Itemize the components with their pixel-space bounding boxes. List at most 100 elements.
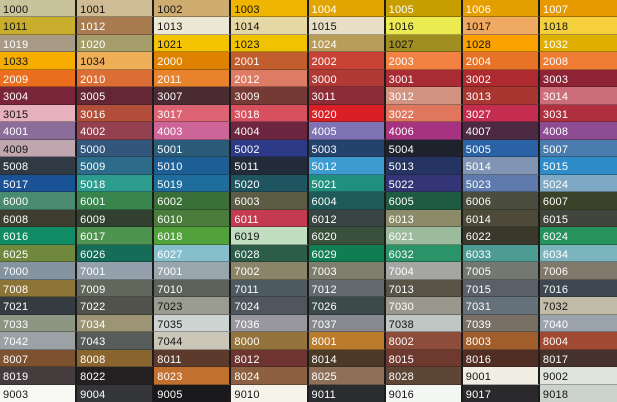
color-swatch-6017[interactable]: 6017 xyxy=(77,227,155,245)
color-swatch-8001[interactable]: 8001 xyxy=(308,332,386,350)
color-swatch-3005[interactable]: 3005 xyxy=(77,87,155,105)
color-swatch-7033[interactable]: 7033 xyxy=(0,314,78,333)
color-swatch-2002[interactable]: 2002 xyxy=(308,52,386,70)
color-swatch-8014[interactable]: 8014 xyxy=(308,349,386,368)
color-swatch-7043[interactable]: 7043 xyxy=(77,332,155,350)
color-swatch-1024[interactable]: 1024 xyxy=(308,34,386,53)
color-swatch-3004[interactable]: 3004 xyxy=(0,87,78,105)
color-swatch-5019[interactable]: 5019 xyxy=(154,174,232,193)
color-swatch-6005[interactable]: 6005 xyxy=(385,192,463,210)
color-swatch-3031[interactable]: 3031 xyxy=(539,104,617,123)
color-swatch-4004[interactable]: 4004 xyxy=(231,122,309,140)
color-swatch-1014[interactable]: 1014 xyxy=(231,17,309,35)
color-swatch-8025[interactable]: 8025 xyxy=(308,367,386,385)
color-swatch-1018[interactable]: 1018 xyxy=(539,17,617,35)
color-swatch-6008[interactable]: 6008 xyxy=(0,209,78,228)
color-swatch-6015[interactable]: 6015 xyxy=(539,209,617,228)
color-swatch-1016[interactable]: 1016 xyxy=(385,17,463,35)
color-swatch-5007[interactable]: 5007 xyxy=(539,139,617,158)
color-swatch-1034[interactable]: 1034 xyxy=(77,52,155,70)
color-swatch-6020[interactable]: 6020 xyxy=(308,227,386,245)
color-swatch-2008[interactable]: 2008 xyxy=(539,52,617,70)
color-swatch-8004[interactable]: 8004 xyxy=(539,332,617,350)
color-swatch-6002[interactable]: 6002 xyxy=(154,192,232,210)
color-swatch-8003[interactable]: 8003 xyxy=(462,332,540,350)
color-swatch-2010[interactable]: 2010 xyxy=(77,69,155,88)
color-swatch-1000[interactable]: 1000 xyxy=(0,0,78,18)
color-swatch-8023[interactable]: 8023 xyxy=(154,367,232,385)
color-swatch-3011[interactable]: 3011 xyxy=(308,87,386,105)
color-swatch-9003[interactable]: 9003 xyxy=(0,384,78,402)
color-swatch-7022[interactable]: 7022 xyxy=(77,297,155,315)
color-swatch-7040[interactable]: 7040 xyxy=(539,314,617,333)
color-swatch-1033[interactable]: 1033 xyxy=(0,52,78,70)
color-swatch-9017[interactable]: 9017 xyxy=(462,384,540,402)
color-swatch-2003[interactable]: 2003 xyxy=(385,52,463,70)
color-swatch-7044[interactable]: 7044 xyxy=(154,332,232,350)
color-swatch-6024[interactable]: 6024 xyxy=(539,227,617,245)
color-swatch-1015[interactable]: 1015 xyxy=(308,17,386,35)
color-swatch-1013[interactable]: 1013 xyxy=(154,17,232,35)
color-swatch-5018[interactable]: 5018 xyxy=(77,174,155,193)
color-swatch-6001[interactable]: 6001 xyxy=(77,192,155,210)
color-swatch-1007[interactable]: 1007 xyxy=(539,0,617,18)
color-swatch-7038[interactable]: 7038 xyxy=(385,314,463,333)
color-swatch-7034[interactable]: 7034 xyxy=(77,314,155,333)
color-swatch-4009[interactable]: 4009 xyxy=(0,139,78,158)
color-swatch-4006[interactable]: 4006 xyxy=(385,122,463,140)
color-swatch-6011[interactable]: 6011 xyxy=(231,209,309,228)
color-swatch-7026[interactable]: 7026 xyxy=(308,297,386,315)
color-swatch-1019[interactable]: 1019 xyxy=(0,34,78,53)
color-swatch-7039[interactable]: 7039 xyxy=(462,314,540,333)
color-swatch-6013[interactable]: 6013 xyxy=(385,209,463,228)
color-swatch-6028[interactable]: 6028 xyxy=(231,244,309,263)
color-swatch-7013[interactable]: 7013 xyxy=(385,279,463,298)
color-swatch-3013[interactable]: 3013 xyxy=(462,87,540,105)
color-swatch-7035[interactable]: 7035 xyxy=(154,314,232,333)
color-swatch-7032[interactable]: 7032 xyxy=(539,297,617,315)
color-swatch-9010[interactable]: 9010 xyxy=(231,384,309,402)
color-swatch-5000[interactable]: 5000 xyxy=(77,139,155,158)
color-swatch-5010[interactable]: 5010 xyxy=(154,157,232,175)
color-swatch-5017[interactable]: 5017 xyxy=(0,174,78,193)
color-swatch-5004[interactable]: 5004 xyxy=(385,139,463,158)
color-swatch-6000[interactable]: 6000 xyxy=(0,192,78,210)
color-swatch-1023[interactable]: 1023 xyxy=(231,34,309,53)
color-swatch-7015[interactable]: 7015 xyxy=(462,279,540,298)
color-swatch-6032[interactable]: 6032 xyxy=(385,244,463,263)
color-swatch-3014[interactable]: 3014 xyxy=(539,87,617,105)
color-swatch-8017[interactable]: 8017 xyxy=(539,349,617,368)
color-swatch-4003[interactable]: 4003 xyxy=(154,122,232,140)
color-swatch-9004[interactable]: 9004 xyxy=(77,384,155,402)
color-swatch-1028[interactable]: 1028 xyxy=(462,34,540,53)
color-swatch-6027[interactable]: 6027 xyxy=(154,244,232,263)
color-swatch-8012[interactable]: 8012 xyxy=(231,349,309,368)
color-swatch-5022[interactable]: 5022 xyxy=(385,174,463,193)
color-swatch-5005[interactable]: 5005 xyxy=(462,139,540,158)
color-swatch-4007[interactable]: 4007 xyxy=(462,122,540,140)
color-swatch-4008[interactable]: 4008 xyxy=(539,122,617,140)
color-swatch-1004[interactable]: 1004 xyxy=(308,0,386,18)
color-swatch-3020[interactable]: 3020 xyxy=(308,104,386,123)
color-swatch-6009[interactable]: 6009 xyxy=(77,209,155,228)
color-swatch-1003[interactable]: 1003 xyxy=(231,0,309,18)
color-swatch-3017[interactable]: 3017 xyxy=(154,104,232,123)
color-swatch-6019[interactable]: 6019 xyxy=(231,227,309,245)
color-swatch-6018[interactable]: 6018 xyxy=(154,227,232,245)
color-swatch-7024[interactable]: 7024 xyxy=(231,297,309,315)
color-swatch-1006[interactable]: 1006 xyxy=(462,0,540,18)
color-swatch-7001[interactable]: 7001 xyxy=(154,262,232,280)
color-swatch-8015[interactable]: 8015 xyxy=(385,349,463,368)
color-swatch-9001[interactable]: 9001 xyxy=(462,367,540,385)
color-swatch-5008[interactable]: 5008 xyxy=(0,157,78,175)
color-swatch-5024[interactable]: 5024 xyxy=(539,174,617,193)
color-swatch-6016[interactable]: 6016 xyxy=(0,227,78,245)
color-swatch-3007[interactable]: 3007 xyxy=(154,87,232,105)
color-swatch-5012[interactable]: 5012 xyxy=(308,157,386,175)
color-swatch-8000[interactable]: 8000 xyxy=(231,332,309,350)
color-swatch-7016[interactable]: 7016 xyxy=(539,279,617,298)
color-swatch-1011[interactable]: 1011 xyxy=(0,17,78,35)
color-swatch-8007[interactable]: 8007 xyxy=(0,349,78,368)
color-swatch-1001[interactable]: 1001 xyxy=(77,0,155,18)
color-swatch-9005[interactable]: 9005 xyxy=(154,384,232,402)
